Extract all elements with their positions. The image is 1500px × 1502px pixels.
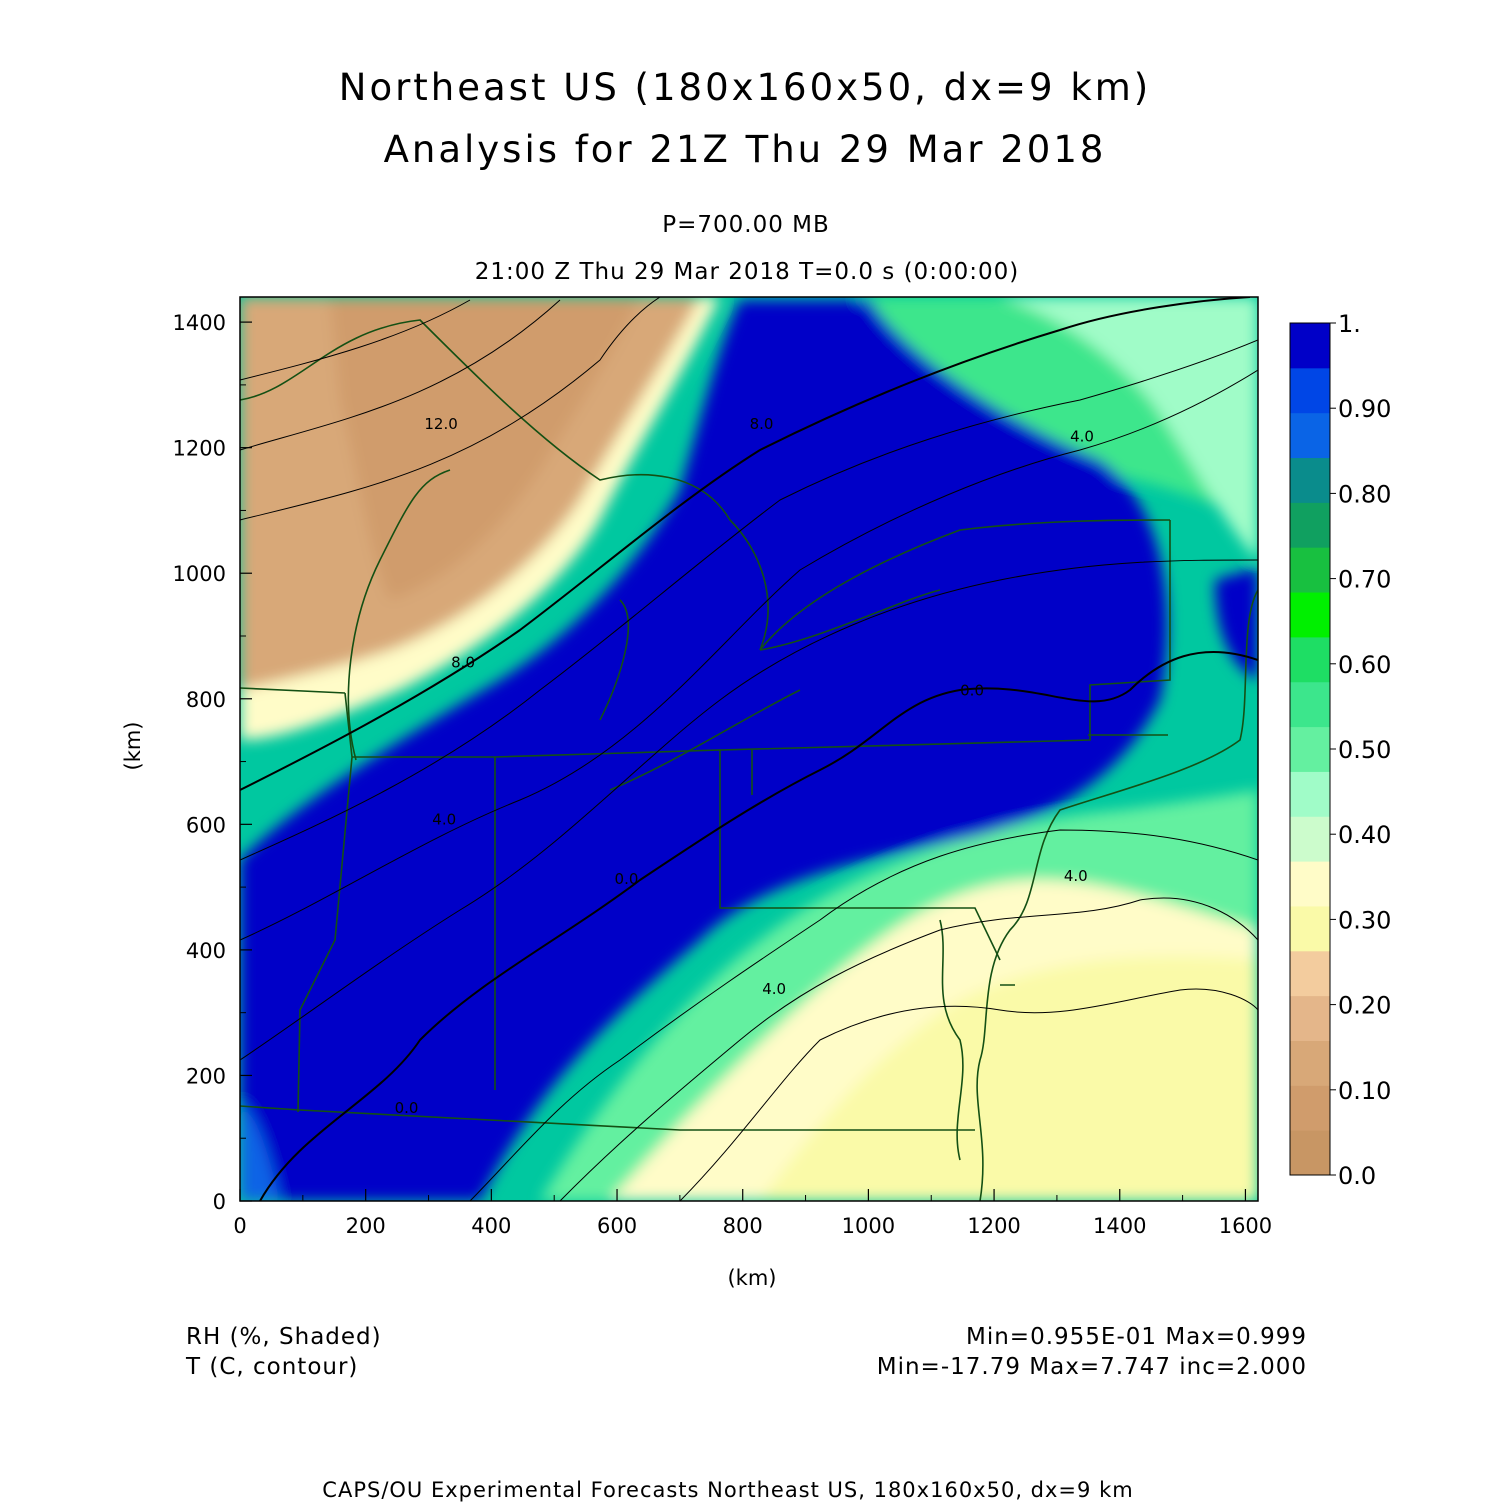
colorbar-label: 0.60 <box>1338 651 1391 679</box>
x-tick-label: 1600 <box>1219 1214 1272 1238</box>
colorbar-swatch <box>1290 681 1330 728</box>
colorbar-label: 0.20 <box>1338 992 1391 1020</box>
colorbar-swatch <box>1290 726 1330 772</box>
x-tick-label: 1000 <box>842 1214 895 1238</box>
colorbar-swatch <box>1290 636 1330 683</box>
colorbar-label: 0.50 <box>1338 736 1391 764</box>
contour-label: 8.0 <box>750 415 774 433</box>
contour-12 <box>240 299 471 381</box>
geographic-boundaries <box>240 319 1258 1201</box>
colorbar-swatch <box>1290 1130 1330 1176</box>
colorbar-swatch <box>1290 905 1330 952</box>
rh-dry-southeast-core <box>760 956 1258 1201</box>
colorbar-label: 1. <box>1338 310 1361 338</box>
contour-labels: 12.0 8.0 8.0 4.0 4.0 0.0 0.0 0.0 4.0 4.0 <box>395 415 1094 1117</box>
y-tick-label: 400 <box>186 939 226 963</box>
colorbar-swatch <box>1290 816 1330 862</box>
contour-label: 4.0 <box>1064 867 1088 885</box>
colorbar-label: 0.30 <box>1338 906 1391 934</box>
y-tick-label: 800 <box>186 688 226 712</box>
contour-minus4b <box>679 988 1258 1201</box>
contour-label: 4.0 <box>762 980 786 998</box>
rh-saturated-northeast <box>1215 568 1258 680</box>
colorbar-label: 0.70 <box>1338 566 1391 594</box>
contour-minus4 <box>559 897 1258 1201</box>
rh-southwest-corner <box>240 1100 280 1201</box>
x-tick-label: 400 <box>471 1214 511 1238</box>
y-tick-label: 200 <box>186 1064 226 1088</box>
x-tick-label: 1400 <box>1093 1214 1146 1238</box>
contour-minus2 <box>469 829 1258 1201</box>
colorbar-swatch <box>1290 950 1330 997</box>
valid-time-label: 21:00 Z Thu 29 Mar 2018 T=0.0 s (0:00:00… <box>474 259 1020 285</box>
state-borders <box>240 520 1171 1131</box>
y-tick-label: 1400 <box>173 311 226 335</box>
contour-field-label: T (C, contour) <box>186 1354 359 1380</box>
y-tick-label: 0 <box>213 1190 226 1214</box>
rh-light-north <box>1000 297 1258 560</box>
contour-10 <box>240 297 661 521</box>
y-tick-label: 1200 <box>173 437 226 461</box>
contour-4 <box>240 369 1258 941</box>
colorbar-swatch <box>1290 1085 1330 1131</box>
colorbar-swatch <box>1290 412 1330 459</box>
colorbar-swatch <box>1290 771 1330 817</box>
credit-line: CAPS/OU Experimental Forecasts Northeast… <box>322 1478 1134 1502</box>
pressure-level-label: P=700.00 MB <box>662 212 830 238</box>
contour-6 <box>240 339 1258 861</box>
x-axis: 0 200 400 600 800 1000 1200 1400 1600 <box>233 1189 1272 1238</box>
contour-label: 0.0 <box>615 870 639 888</box>
colorbar-swatch <box>1290 323 1330 369</box>
rh-driest-northwest <box>330 297 640 600</box>
chart-title-line2: Analysis for 21Z Thu 29 Mar 2018 <box>383 128 1107 171</box>
x-tick-label: 1200 <box>967 1214 1020 1238</box>
y-tick-label: 600 <box>186 813 226 837</box>
colorbar-label: 0.0 <box>1338 1162 1376 1190</box>
x-tick-label: 600 <box>597 1214 637 1238</box>
colorbar: 1. 0.90 0.80 0.70 0.60 0.50 0.40 0.30 0.20 0.10 0.… <box>1289 310 1391 1190</box>
contour-label: 4.0 <box>432 810 456 828</box>
great-lakes <box>347 469 941 791</box>
x-axis-label: (km) <box>727 1266 776 1290</box>
x-tick-label: 200 <box>346 1214 386 1238</box>
colorbar-swatch <box>1290 861 1330 907</box>
contour-label: 8.0 <box>451 653 475 671</box>
colorbar-swatch <box>1290 547 1330 593</box>
y-axis: 0 200 400 600 800 1000 1200 1400 <box>173 311 252 1214</box>
plot-frame <box>239 296 1259 1202</box>
chesapeake-bay <box>939 919 964 1161</box>
colorbar-label: 0.80 <box>1338 480 1391 508</box>
colorbar-swatch <box>1290 1040 1330 1086</box>
colorbar-swatch <box>1290 502 1330 548</box>
colorbar-swatch <box>1290 995 1330 1041</box>
colorbar-swatch <box>1290 367 1330 414</box>
chart-title-line1: Northeast US (180x160x50, dx=9 km) <box>338 66 1152 109</box>
y-tick-label: 1000 <box>173 562 226 586</box>
contour-label: 0.0 <box>960 682 984 700</box>
contour-label: 12.0 <box>424 415 457 433</box>
x-tick-label: 0 <box>233 1214 246 1238</box>
contour-label: 4.0 <box>1070 427 1094 445</box>
temperature-contours <box>240 297 1258 1201</box>
shaded-field-stats: Min=0.955E-01 Max=0.999 <box>965 1324 1307 1350</box>
y-axis-label: (km) <box>121 721 145 770</box>
colorbar-label: 0.90 <box>1338 395 1391 423</box>
colorbar-label: 0.10 <box>1338 1077 1391 1105</box>
colorbar-swatch <box>1290 592 1330 638</box>
contour-0 <box>259 651 1258 1201</box>
contour-2 <box>240 559 1258 1061</box>
shaded-field-label: RH (%, Shaded) <box>186 1324 382 1350</box>
contour-8 <box>240 297 1251 791</box>
colorbar-label: 0.40 <box>1338 821 1391 849</box>
x-tick-label: 800 <box>723 1214 763 1238</box>
coastline-east <box>976 589 1258 1201</box>
us-canada-border <box>240 319 1171 651</box>
contour-field-stats: Min=-17.79 Max=7.747 inc=2.000 <box>876 1354 1307 1380</box>
colorbar-swatch <box>1290 457 1330 503</box>
contour-12b <box>240 299 561 451</box>
contour-label: 0.0 <box>395 1099 419 1117</box>
